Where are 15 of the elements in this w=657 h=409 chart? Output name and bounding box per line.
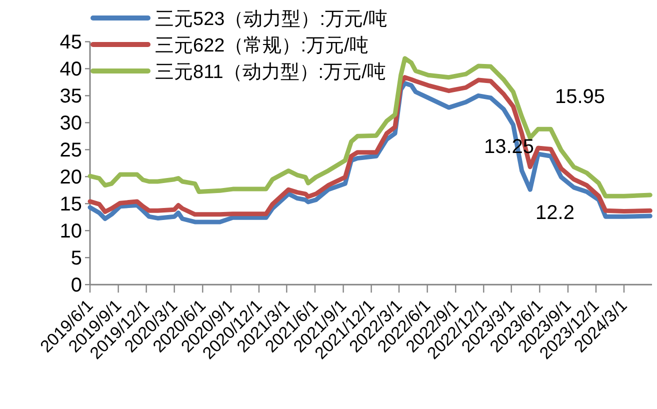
y-tick-label: 5	[70, 248, 82, 270]
legend-label: 三元811（动力型）:万元/吨	[155, 62, 386, 83]
annotation: 12.2	[536, 202, 574, 224]
y-tick-label: 35	[60, 86, 82, 108]
y-tick-label: 0	[70, 274, 82, 297]
legend-label: 三元622（常规）:万元/吨	[155, 36, 368, 56]
y-tick-label: 10	[60, 220, 82, 243]
y-tick-label: 30	[60, 112, 82, 135]
legend-label: 三元523（动力型）:万元/吨	[155, 9, 388, 30]
y-tick-label: 25	[60, 140, 82, 162]
y-tick-label: 15	[60, 194, 82, 216]
y-tick-label: 20	[60, 166, 82, 189]
y-tick-label: 40	[60, 58, 82, 81]
annotation: 15.95	[554, 86, 606, 108]
y-tick-label: 45	[60, 32, 82, 54]
